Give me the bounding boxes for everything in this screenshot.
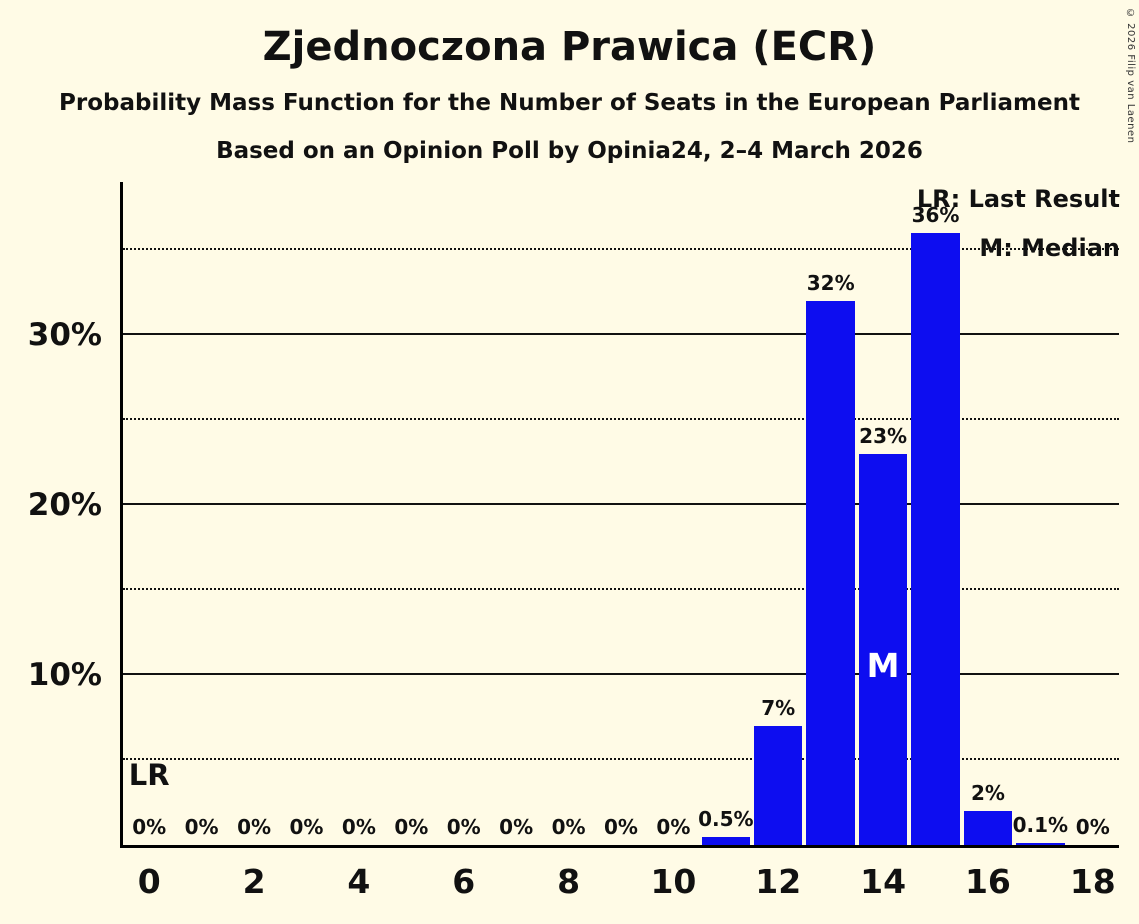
bar-seat-13 bbox=[806, 301, 855, 845]
bar-value-seat-7: 0% bbox=[499, 815, 534, 839]
bar-value-seat-14: 23% bbox=[859, 424, 908, 448]
bar-seat-12 bbox=[754, 726, 803, 845]
x-axis-label-8: 8 bbox=[557, 862, 581, 901]
last-result-label: LR bbox=[128, 758, 170, 792]
copyright-notice: © 2026 Filip van Laenen bbox=[1125, 8, 1136, 144]
bar-seat-17 bbox=[1016, 843, 1065, 845]
x-axis-label-2: 2 bbox=[242, 862, 266, 901]
gridline-dotted-35 bbox=[123, 248, 1119, 250]
bar-value-seat-4: 0% bbox=[341, 815, 376, 839]
bar-value-seat-6: 0% bbox=[446, 815, 481, 839]
x-axis-label-10: 10 bbox=[650, 862, 697, 901]
bar-value-seat-1: 0% bbox=[184, 815, 219, 839]
x-axis-label-6: 6 bbox=[452, 862, 476, 901]
bar-value-seat-17: 0.1% bbox=[1012, 813, 1069, 838]
chart-title: Zjednoczona Prawica (ECR) bbox=[262, 24, 877, 70]
bar-seat-15 bbox=[911, 233, 960, 845]
x-axis-label-4: 4 bbox=[347, 862, 371, 901]
x-axis-label-12: 12 bbox=[755, 862, 802, 901]
gridline-solid-30 bbox=[123, 333, 1119, 335]
bar-seat-14: M bbox=[858, 454, 908, 845]
bar-value-seat-0: 0% bbox=[132, 815, 167, 839]
bar-value-seat-2: 0% bbox=[237, 815, 272, 839]
y-axis-label-20: 20% bbox=[27, 487, 102, 523]
bar-value-seat-5: 0% bbox=[394, 815, 429, 839]
y-axis-label-30: 30% bbox=[27, 317, 102, 353]
bar-value-seat-18: 0% bbox=[1075, 815, 1110, 839]
gridline-dotted-15 bbox=[123, 588, 1119, 590]
legend-last-result: LR: Last Result bbox=[916, 185, 1120, 213]
x-axis-label-14: 14 bbox=[860, 862, 907, 901]
plot-area: 10% 20% 30% 0% 0% 0% 0% 0% 0% 0% 0% 0% 0% 0% 0.5% 7% 32%… bbox=[28, 182, 1119, 901]
bar-value-seat-3: 0% bbox=[289, 815, 324, 839]
bar-seat-11 bbox=[701, 836, 751, 845]
bar-value-seat-9: 0% bbox=[604, 815, 638, 839]
gridline-solid-20 bbox=[123, 503, 1119, 505]
bar-value-seat-15: 36% bbox=[911, 203, 960, 227]
bar-seat-16 bbox=[963, 811, 1013, 845]
gridline-dotted-5 bbox=[123, 758, 1119, 760]
median-label: M bbox=[866, 646, 900, 685]
legend-median: M: Median bbox=[979, 234, 1120, 262]
bar-value-seat-11: 0.5% bbox=[698, 806, 754, 831]
gridline-dotted-25 bbox=[123, 418, 1119, 420]
x-axis-label-16: 16 bbox=[964, 862, 1011, 901]
bar-value-seat-10: 0% bbox=[656, 815, 691, 839]
legend: LR: Last Result M: Median bbox=[917, 185, 1120, 283]
gridline-solid-10 bbox=[123, 673, 1119, 675]
y-axis-label-10: 10% bbox=[27, 657, 102, 693]
x-axis-label-18: 18 bbox=[1069, 862, 1116, 901]
chart-poll-info: Based on an Opinion Poll by Opinia24, 2–… bbox=[216, 138, 923, 164]
bar-value-seat-13: 32% bbox=[806, 271, 855, 295]
chart-subtitle: Probability Mass Function for the Number… bbox=[59, 90, 1080, 116]
bar-value-seat-16: 2% bbox=[970, 781, 1005, 805]
x-axis-label-0: 0 bbox=[137, 862, 161, 901]
bar-value-seat-12: 7% bbox=[761, 696, 796, 720]
bar-value-seat-8: 0% bbox=[551, 815, 586, 839]
